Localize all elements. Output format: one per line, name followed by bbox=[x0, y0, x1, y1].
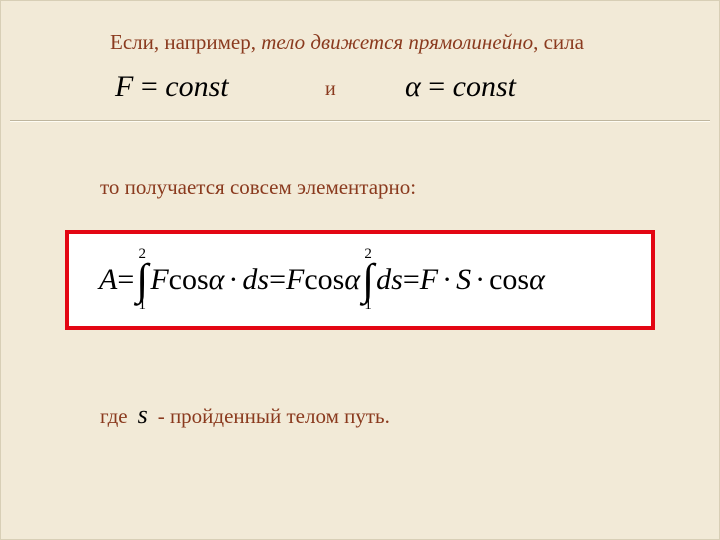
mf-int2: 2 ∫ 1 bbox=[362, 247, 374, 312]
f-var: F bbox=[115, 70, 133, 103]
integral-icon-2: ∫ bbox=[362, 262, 374, 297]
intro-emph: тело движется прямолинейно bbox=[261, 30, 533, 54]
mf-alpha3: α bbox=[529, 263, 545, 297]
where-line: где s - пройденный телом путь. bbox=[100, 400, 390, 430]
mf-ds2: ds bbox=[376, 263, 403, 297]
intro-post: , сила bbox=[533, 30, 584, 54]
formula-alpha-const: α = const bbox=[405, 70, 516, 104]
mf-eq3: = bbox=[403, 263, 420, 297]
then-line: то получается совсем элементарно: bbox=[100, 175, 416, 200]
mf-A: A bbox=[99, 263, 117, 297]
mf-alpha2: α bbox=[344, 263, 360, 297]
mf-int1-lower: 1 bbox=[139, 298, 147, 313]
where-pre: где bbox=[100, 404, 128, 429]
mf-eq2: = bbox=[269, 263, 286, 297]
integral-icon: ∫ bbox=[136, 262, 148, 297]
mf-F1: F bbox=[150, 263, 168, 297]
f-const: const bbox=[165, 70, 228, 103]
mf-dot1: · bbox=[224, 263, 242, 297]
slide: Если, например, тело движется прямолиней… bbox=[0, 0, 720, 540]
intro-pre: Если, например, bbox=[110, 30, 261, 54]
where-post: - пройденный телом путь. bbox=[158, 404, 390, 429]
main-formula-box: A = 2 ∫ 1 F cosα · ds = F cosα 2 ∫ 1 ds … bbox=[65, 230, 655, 330]
mf-cos2: cos bbox=[304, 263, 344, 297]
f-eq: = bbox=[133, 70, 165, 103]
mf-F2: F bbox=[286, 263, 304, 297]
intro-line: Если, например, тело движется прямолиней… bbox=[110, 30, 584, 55]
mf-S: S bbox=[456, 263, 471, 297]
mf-ds1: ds bbox=[242, 263, 269, 297]
alpha-const: const bbox=[453, 70, 516, 103]
mf-alpha1: α bbox=[209, 263, 225, 297]
mf-cos3: cos bbox=[489, 263, 529, 297]
where-var: s bbox=[138, 400, 148, 430]
mf-dot2: · bbox=[438, 263, 456, 297]
mf-cos1: cos bbox=[169, 263, 209, 297]
and-text: и bbox=[325, 78, 336, 101]
alpha-eq: = bbox=[421, 70, 453, 103]
mf-dot3: · bbox=[471, 263, 489, 297]
formula-f-const: F = const bbox=[115, 70, 229, 104]
alpha-var: α bbox=[405, 70, 421, 103]
mf-int2-lower: 1 bbox=[364, 298, 372, 313]
mf-F3: F bbox=[420, 263, 438, 297]
main-formula: A = 2 ∫ 1 F cosα · ds = F cosα 2 ∫ 1 ds … bbox=[99, 247, 545, 312]
mf-eq1: = bbox=[117, 263, 134, 297]
divider bbox=[10, 120, 710, 122]
mf-int1: 2 ∫ 1 bbox=[136, 247, 148, 312]
conditions-row: F = const и α = const bbox=[0, 70, 720, 110]
